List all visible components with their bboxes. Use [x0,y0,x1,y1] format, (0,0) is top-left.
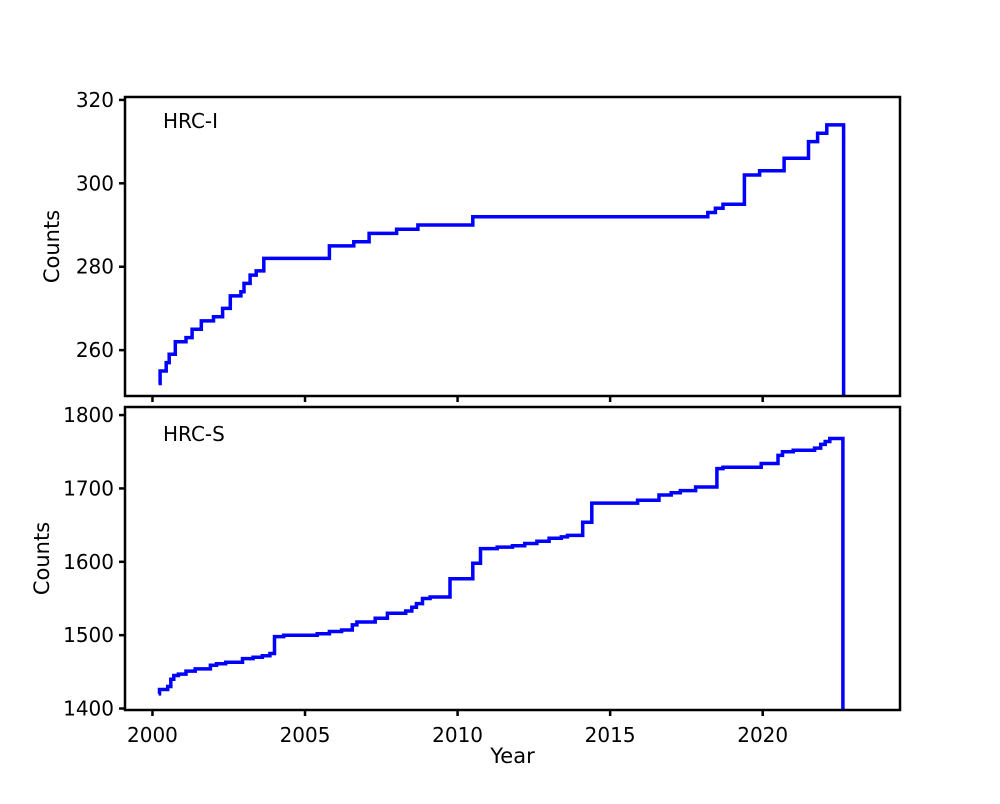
panel-frame [123,405,902,712]
panel-frame [123,95,902,398]
y-axis-label-bottom: Counts [30,522,54,595]
y-axis-label-top: Counts [40,210,64,283]
y-tick-label: 1500 [63,623,114,647]
y-tick-label: 1600 [63,550,114,574]
panel-title-hrc-s: HRC-S [163,422,225,446]
y-tick-label: 320 [76,88,114,112]
x-tick-label: 2020 [737,723,788,747]
y-tick-label: 300 [76,171,114,195]
x-axis-label: Year [489,744,535,768]
y-tick-label: 260 [76,338,114,362]
x-tick-label: 2000 [127,723,178,747]
y-tick-label: 1800 [63,403,114,427]
step-line-hrc-s [157,436,845,710]
x-tick-label: 2010 [432,723,483,747]
hrc-i-panel: 260 280 300 320 [76,88,902,402]
x-tick-label: 2005 [280,723,331,747]
y-tick-label: 280 [76,255,114,279]
panel-title-hrc-i: HRC-I [163,109,218,133]
hrc-s-panel: 2000 2005 2010 2015 2020 1400 1500 1600 1700 1800 [63,403,902,747]
y-tick-label: 1400 [63,697,114,721]
y-tick-label: 1700 [63,476,114,500]
x-tick-label: 2015 [585,723,636,747]
step-line-hrc-i [158,123,846,396]
